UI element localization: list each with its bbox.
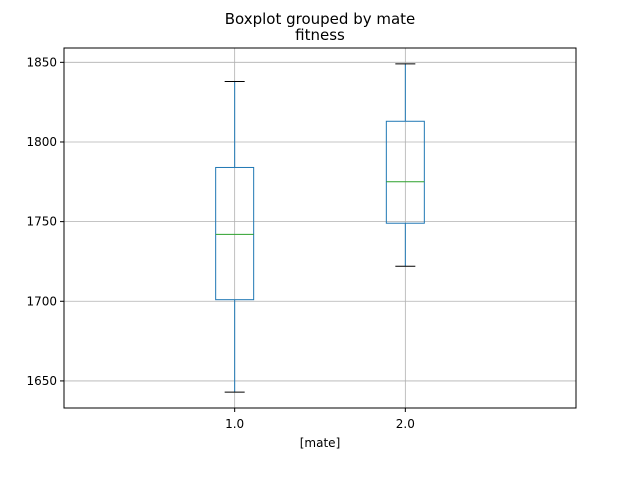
box-layer [215, 63, 425, 393]
y-tick-label: 1850 [26, 55, 57, 69]
x-tick-label: 1.0 [225, 417, 244, 431]
chart-title: fitness [295, 26, 345, 44]
y-tick-label: 1700 [26, 294, 57, 308]
plot-frame [63, 47, 577, 409]
box-group [215, 80, 255, 393]
chart-suptitle: Boxplot grouped by mate [225, 10, 416, 28]
x-tick-label: 2.0 [396, 417, 415, 431]
y-tick-label: 1750 [26, 215, 57, 229]
grid-layer [64, 48, 576, 408]
y-tick-label: 1650 [26, 374, 57, 388]
tick-layer: 1650 1700 1750 1800 1850 1.0 2.0 [26, 55, 414, 431]
iqr-box [385, 120, 425, 224]
box-group [385, 63, 425, 267]
x-axis-label: [mate] [300, 436, 341, 450]
y-tick-label: 1800 [26, 135, 57, 149]
iqr-box [215, 166, 255, 301]
